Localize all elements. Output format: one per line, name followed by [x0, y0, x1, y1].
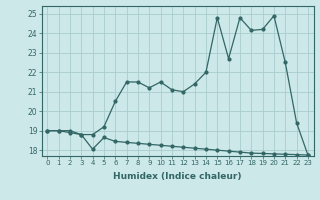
X-axis label: Humidex (Indice chaleur): Humidex (Indice chaleur) — [113, 172, 242, 181]
